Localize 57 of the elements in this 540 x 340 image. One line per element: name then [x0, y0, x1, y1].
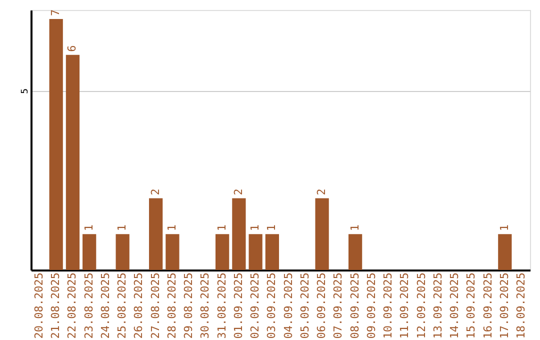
data-label: 1: [116, 224, 129, 232]
bar: [66, 54, 80, 270]
x-tick-label: 16.09.2025: [481, 272, 494, 339]
bar: [149, 198, 163, 270]
bar: [82, 234, 96, 270]
data-label: 2: [232, 188, 245, 196]
bar: [498, 234, 512, 270]
data-label: 1: [348, 224, 362, 232]
bar: [166, 234, 180, 270]
x-tick-label: 24.08.2025: [98, 272, 112, 339]
bar: [116, 234, 130, 270]
bar: [232, 198, 246, 270]
data-label: 1: [215, 224, 228, 232]
x-tick-label: 13.09.2025: [431, 272, 444, 339]
x-tick-label: 11.09.2025: [398, 272, 412, 339]
data-label: 7: [49, 9, 62, 16]
x-tick-label: 30.08.2025: [198, 272, 212, 339]
x-tick-label: 06.09.2025: [315, 272, 328, 339]
x-tick-label: 09.09.2025: [364, 272, 378, 339]
x-tick-label: 25.08.2025: [116, 272, 129, 339]
x-tick-label: 07.09.2025: [332, 272, 345, 339]
bar: [248, 234, 262, 270]
bar: [265, 234, 280, 270]
x-tick-label: 22.08.2025: [66, 272, 79, 339]
x-tick-label: 21.08.2025: [49, 272, 62, 339]
y-tick-label: 5: [20, 88, 30, 94]
x-tick-label: 14.09.2025: [448, 272, 462, 339]
x-tick-label: 03.09.2025: [265, 272, 278, 339]
x-tick-label: 08.09.2025: [348, 272, 362, 339]
x-tick-label: 31.08.2025: [215, 272, 228, 339]
data-label: 1: [165, 224, 178, 232]
data-label: 6: [66, 45, 79, 52]
x-tick-label: 02.09.2025: [248, 272, 262, 339]
data-label: 1: [265, 224, 278, 232]
data-label: 1: [498, 224, 511, 232]
x-tick-label: 29.08.2025: [182, 272, 196, 339]
x-tick-label: 10.09.2025: [382, 272, 395, 339]
x-tick-label: 18.09.2025: [514, 272, 528, 339]
x-tick-label: 15.09.2025: [464, 272, 478, 339]
x-tick-label: 12.09.2025: [414, 272, 428, 339]
x-tick-label: 23.08.2025: [82, 272, 96, 339]
data-label: 2: [315, 188, 328, 196]
x-tick-label: 26.08.2025: [132, 272, 146, 339]
x-tick-label: 05.09.2025: [298, 272, 312, 339]
data-label: 1: [82, 224, 96, 232]
bar: [49, 18, 63, 270]
bar: [348, 234, 362, 270]
data-label: 2: [148, 188, 162, 196]
x-tick-label: 27.08.2025: [148, 272, 162, 339]
x-tick-label: 04.09.2025: [282, 272, 295, 339]
data-label: 1: [248, 224, 262, 232]
bar: [216, 234, 230, 270]
x-tick-label: 17.09.2025: [498, 272, 511, 339]
bar: [315, 198, 329, 270]
x-tick-label: 20.08.2025: [32, 272, 46, 339]
x-tick-label: 01.09.2025: [232, 272, 245, 339]
x-tick-label: 28.08.2025: [165, 272, 178, 339]
